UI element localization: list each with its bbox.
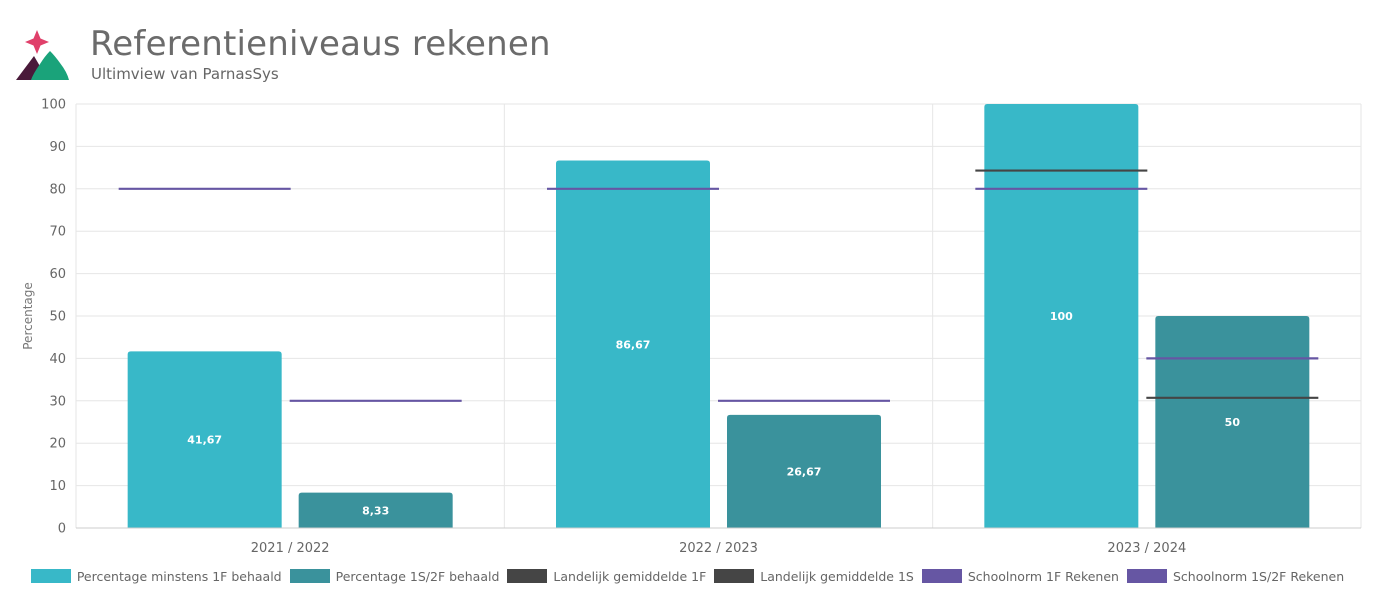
bar-data-label: 8,33 [362, 504, 389, 517]
y-tick-label: 100 [41, 98, 66, 113]
bar-1f [127, 351, 282, 528]
chart-header: Referentieniveaus rekenen Ultimview van … [0, 0, 1375, 95]
logo-star-shape [25, 30, 49, 54]
x-tick-label: 2023 / 2024 [1107, 541, 1186, 556]
chart-subtitle: Ultimview van ParnasSys [91, 65, 279, 83]
legend-item[interactable]: Landelijk gemiddelde 1F [507, 569, 706, 584]
bar-1s2f [727, 414, 881, 528]
bar-data-label: 50 [1225, 416, 1241, 429]
y-tick-label: 90 [49, 140, 66, 155]
legend-label: Percentage 1S/2F behaald [335, 568, 500, 584]
chart-data-labels: 41,67 86,67 100 8,33 26,67 50 [187, 310, 1240, 517]
legend-label: Schoolnorm 1S/2F Rekenen [1172, 568, 1345, 584]
y-tick-label: 20 [49, 437, 66, 452]
bar-1s2f [1155, 316, 1310, 528]
bar-data-label: 41,67 [187, 434, 222, 447]
y-tick-label: 60 [49, 267, 66, 282]
legend-item[interactable]: Landelijk gemiddelde 1S [714, 569, 914, 584]
bar-1s2f [298, 492, 453, 528]
y-tick-label: 10 [49, 479, 66, 494]
x-tick-label: 2022 / 2023 [679, 541, 758, 556]
legend-item[interactable]: Percentage 1S/2F behaald [289, 568, 500, 584]
y-tick-label: 40 [49, 352, 66, 367]
legend-label: Percentage minstens 1F behaald [76, 568, 282, 584]
bar-1f [984, 104, 1139, 528]
legend-label: Landelijk gemiddelde 1S [760, 568, 914, 584]
bar-data-label: 86,67 [616, 338, 651, 351]
legend-swatch [714, 569, 755, 583]
bar-data-label: 26,67 [787, 465, 822, 478]
chart-marker-lines [118, 169, 1319, 402]
legend-swatch [507, 569, 548, 583]
chart-bars [127, 104, 1310, 528]
y-tick-label: 80 [49, 182, 66, 197]
y-tick-label: 50 [49, 310, 66, 325]
legend-swatch [921, 569, 962, 583]
parnassys-logo-icon [16, 30, 69, 80]
chart-axes: 0 10 20 30 40 50 60 70 80 90 100 2021 / 2022 2022 / … [41, 98, 1361, 556]
legend-swatch [30, 569, 71, 583]
bar-1f [556, 160, 710, 528]
logo-green-mountain-shape [31, 51, 69, 80]
legend-swatch [1126, 569, 1167, 583]
legend-item[interactable]: Schoolnorm 1F Rekenen [921, 568, 1119, 584]
chart-title: Referentieniveaus rekenen [90, 24, 551, 64]
chart-legend: Percentage minstens 1F behaald Percentage… [0, 565, 1375, 587]
y-tick-label: 70 [49, 225, 66, 240]
legend-item[interactable]: Percentage minstens 1F behaald [30, 568, 282, 584]
bar-data-label: 100 [1050, 310, 1073, 323]
legend-label: Schoolnorm 1F Rekenen [967, 568, 1119, 584]
legend-swatch [289, 569, 330, 583]
y-tick-label: 30 [49, 394, 66, 409]
x-tick-label: 2021 / 2022 [251, 541, 330, 556]
legend-item[interactable]: Schoolnorm 1S/2F Rekenen [1126, 568, 1345, 584]
y-tick-label: 0 [58, 522, 66, 537]
y-axis-label: Percentage [21, 282, 35, 350]
legend-label: Landelijk gemiddelde 1F [553, 568, 707, 584]
